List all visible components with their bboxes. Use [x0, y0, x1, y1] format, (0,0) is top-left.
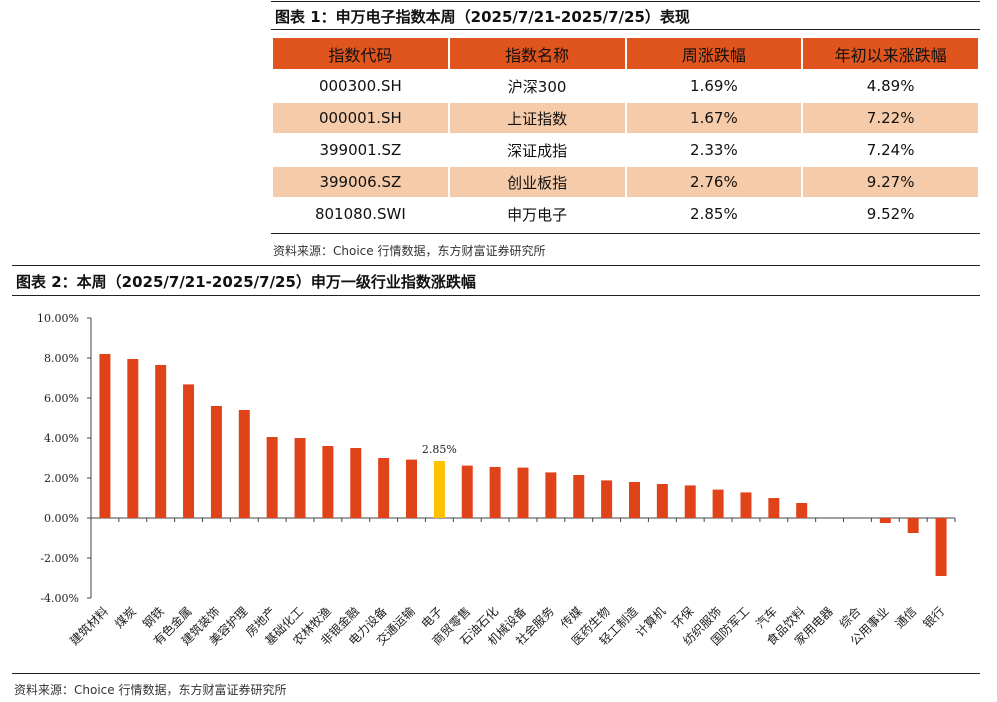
- cell-ytd: 9.52%: [801, 197, 980, 231]
- y-tick-label: -2.00%: [40, 552, 79, 565]
- x-category-label: 通信: [892, 604, 919, 631]
- bar: [545, 472, 557, 518]
- index-performance-table: 指数代码 指数名称 周涨跌幅 年初以来涨跌幅 000300.SH 沪深300 1…: [271, 36, 980, 231]
- bar-series: 2.85%: [99, 354, 947, 576]
- x-category-label: 计算机: [632, 604, 668, 640]
- x-axis-labels: 建筑材料 煤炭 钢铁有色金属建筑装饰美容护理房地产基础化工农林牧渔非银金融电力设备交…: [66, 604, 947, 649]
- cell-ytd: 7.24%: [801, 133, 980, 167]
- y-tick-label: 2.00%: [44, 472, 79, 485]
- table-row: 000300.SH 沪深300 1.69% 4.89%: [271, 69, 980, 103]
- table1-heading-rule: [271, 29, 980, 30]
- bar: [517, 467, 529, 518]
- bar: [294, 438, 306, 518]
- x-category-label: 煤炭: [112, 604, 139, 631]
- cell-name: 申万电子: [447, 197, 627, 231]
- table-row: 399006.SZ 创业板指 2.76% 9.27%: [271, 165, 980, 199]
- cell-code: 399006.SZ: [271, 165, 450, 199]
- cell-code: 801080.SWI: [271, 197, 450, 231]
- bar: [796, 503, 808, 518]
- bar: [238, 410, 250, 518]
- bar: [127, 359, 139, 518]
- figure2-top-rule: [12, 265, 980, 266]
- bar: [907, 518, 919, 533]
- cell-name: 深证成指: [447, 133, 627, 167]
- cell-name: 创业板指: [447, 165, 627, 199]
- bar: [601, 480, 613, 518]
- bar: [266, 437, 278, 518]
- figure2-source: 资料来源：Choice 行情数据，东方财富证券研究所: [14, 683, 287, 697]
- col-header-name: 指数名称: [447, 36, 627, 71]
- table1-heading: 图表 1：申万电子指数本周（2025/7/21-2025/7/25）表现: [275, 8, 690, 26]
- bar: [183, 384, 195, 518]
- bar: [740, 492, 752, 518]
- table1-source: 资料来源：Choice 行情数据，东方财富证券研究所: [273, 244, 546, 258]
- bar: [489, 467, 501, 518]
- bar: [712, 489, 724, 518]
- bar: [210, 406, 222, 518]
- figure2-heading-rule: [12, 295, 980, 296]
- cell-ytd: 9.27%: [801, 165, 980, 199]
- table1-top-rule: [271, 1, 980, 2]
- table-row: 000001.SH 上证指数 1.67% 7.22%: [271, 101, 980, 135]
- table-header-row: 指数代码 指数名称 周涨跌幅 年初以来涨跌幅: [271, 36, 980, 71]
- cell-name: 沪深300: [447, 69, 627, 103]
- y-tick-label: -4.00%: [40, 592, 79, 605]
- figure2-heading: 图表 2：本周（2025/7/21-2025/7/25）申万一级行业指数涨跌幅: [16, 273, 476, 291]
- cell-ytd: 4.89%: [801, 69, 980, 103]
- y-tick-label: 10.00%: [37, 312, 79, 325]
- figure2-bottom-rule: [12, 673, 980, 674]
- y-tick-label: 0.00%: [44, 512, 79, 525]
- bar: [879, 518, 891, 523]
- table1-bottom-rule: [271, 233, 980, 234]
- bar: [573, 475, 585, 518]
- cell-name: 上证指数: [447, 101, 627, 135]
- industry-change-bar-chart: -4.00% -2.00% 0.00% 2.00% 4.00% 6.00% 8.00% 10.…: [37, 312, 956, 649]
- bar: [461, 465, 473, 518]
- cell-weekly: 1.69%: [624, 69, 804, 103]
- cell-ytd: 7.22%: [801, 101, 980, 135]
- cell-weekly: 2.33%: [624, 133, 804, 167]
- cell-weekly: 2.76%: [624, 165, 804, 199]
- col-header-weekly-change: 周涨跌幅: [624, 36, 804, 71]
- table-row: 801080.SWI 申万电子 2.85% 9.52%: [271, 197, 980, 231]
- x-category-label: 建筑材料: [66, 604, 111, 649]
- col-header-code: 指数代码: [271, 36, 450, 71]
- bar: [656, 484, 668, 518]
- bar: [378, 458, 390, 518]
- table-row: 399001.SZ 深证成指 2.33% 7.24%: [271, 133, 980, 167]
- cell-code: 000001.SH: [271, 101, 450, 135]
- bar: [935, 518, 947, 576]
- bar: [155, 365, 167, 518]
- cell-code: 000300.SH: [271, 69, 450, 103]
- y-axis: -4.00% -2.00% 0.00% 2.00% 4.00% 6.00% 8.00% 10.…: [37, 312, 956, 605]
- cell-weekly: 2.85%: [624, 197, 804, 231]
- bar: [768, 498, 780, 518]
- bar: [350, 448, 362, 518]
- y-tick-label: 4.00%: [44, 432, 79, 445]
- bar: [433, 461, 445, 518]
- x-category-label: 银行: [920, 604, 947, 631]
- y-tick-label: 8.00%: [44, 352, 79, 365]
- cell-weekly: 1.67%: [624, 101, 804, 135]
- col-header-ytd-change: 年初以来涨跌幅: [801, 36, 980, 71]
- bar: [322, 446, 334, 518]
- bar: [99, 354, 111, 518]
- cell-code: 399001.SZ: [271, 133, 450, 167]
- bar: [684, 485, 696, 518]
- y-tick-label: 6.00%: [44, 392, 79, 405]
- bar: [406, 459, 418, 518]
- bar: [628, 482, 640, 518]
- highlight-data-label: 2.85%: [422, 443, 457, 456]
